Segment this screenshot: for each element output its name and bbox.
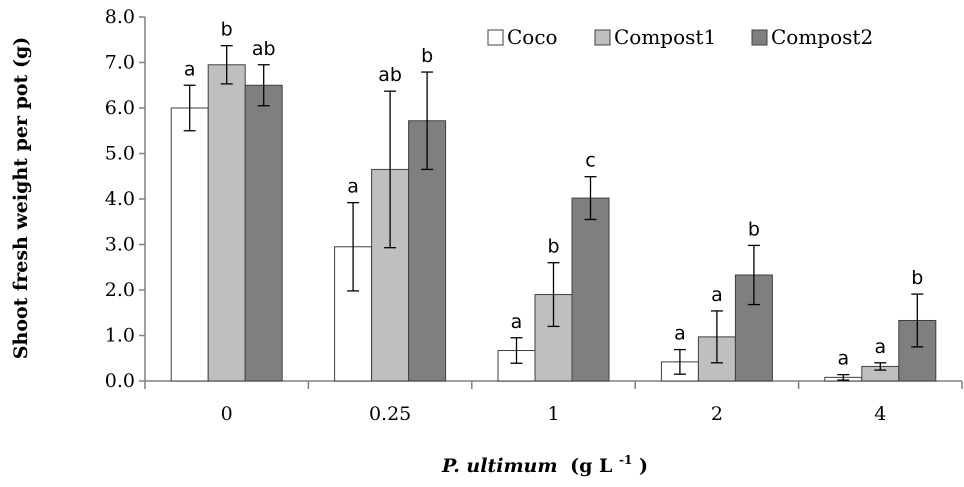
significance-letter: a	[184, 58, 196, 80]
significance-letter: a	[874, 336, 886, 358]
y-tick-label: 8.0	[105, 6, 135, 28]
significance-letter: a	[711, 284, 723, 306]
y-tick-label: 3.0	[105, 234, 135, 256]
y-tick-label: 0.0	[105, 370, 135, 392]
significance-letter: a	[837, 348, 849, 370]
y-tick-label: 2.0	[105, 279, 135, 301]
x-tick-label: 0.25	[369, 403, 411, 425]
y-tick-label: 1.0	[105, 325, 135, 347]
legend: Coco Compost1 Compost2	[487, 25, 873, 49]
legend-swatch	[594, 29, 611, 46]
y-tick-label: 7.0	[105, 52, 135, 74]
x-axis-title-sup: -1	[619, 453, 632, 467]
y-axis: 0.0 1.0 2.0 3.0 4.0 5.0 6.0 7.0 8.0	[105, 6, 146, 392]
x-axis-title: P. ultimum (g L -1 )	[441, 447, 648, 477]
y-tick-label: 5.0	[105, 143, 135, 165]
significance-letter: a	[674, 323, 686, 345]
x-tick-label: 4	[874, 403, 886, 425]
x-tick-label: 0	[221, 403, 233, 425]
significance-letter: ab	[252, 38, 276, 60]
x-axis-title-unit: (g L	[570, 455, 612, 477]
bar	[244, 84, 283, 382]
bar	[571, 197, 610, 382]
y-tick-label: 6.0	[105, 97, 135, 119]
significance-letter: c	[585, 150, 595, 172]
legend-swatch	[487, 29, 504, 46]
bar	[170, 107, 209, 382]
bar	[207, 64, 246, 382]
significance-letter: b	[547, 236, 559, 258]
x-axis-title-close: )	[639, 455, 648, 477]
legend-label: Compost1	[614, 25, 716, 49]
y-tick-label: 4.0	[105, 188, 135, 210]
x-tick-label: 1	[547, 403, 559, 425]
significance-letter: b	[911, 267, 923, 289]
significance-letter: b	[221, 19, 233, 41]
significance-letter: b	[748, 218, 760, 240]
x-axis-title-italic: P. ultimum	[441, 455, 557, 477]
x-tick-label: 2	[711, 403, 723, 425]
x-axis: 0 0.25 1 2 4	[144, 380, 963, 425]
significance-letter: a	[511, 311, 523, 333]
y-axis-title: Shoot fresh weight per pot (g)	[10, 37, 32, 359]
legend-label: Coco	[507, 25, 558, 49]
significance-letter: b	[421, 45, 433, 67]
significance-letter: ab	[378, 64, 402, 86]
significance-letter: a	[347, 176, 359, 198]
legend-label: Compost2	[771, 25, 873, 49]
legend-swatch	[751, 29, 768, 46]
